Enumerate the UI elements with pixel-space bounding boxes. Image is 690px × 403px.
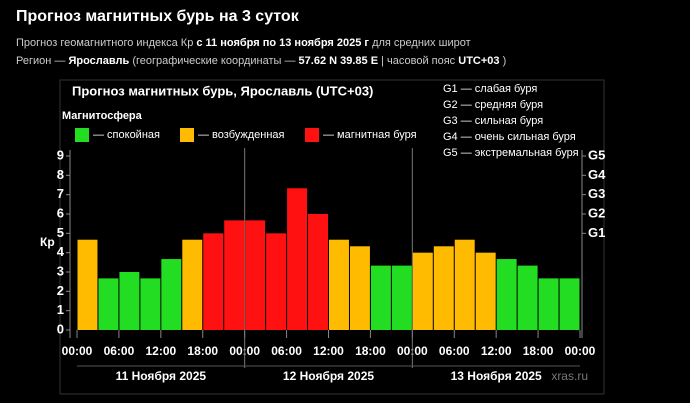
x-tick-label: 00:00 [62,344,93,358]
bar [349,246,370,330]
y2-tick-label: G3 [588,186,605,201]
text-fragment: 57.62 N 39.85 E [298,55,379,67]
y-tick-label: 1 [57,302,64,317]
y-tick-label: 3 [57,263,64,278]
y-tick-label: 8 [57,167,64,182]
bar [161,259,182,330]
text-fragment: для средних широт [372,37,471,49]
y-tick-label: 5 [57,225,64,240]
g-legend-item: G4 — очень сильная буря [443,131,576,143]
y2-tick-label: G4 [588,167,606,182]
text-fragment: Прогноз геомагнитного индекса Кр [16,37,194,49]
bar [266,233,287,330]
text-fragment: ) [502,55,507,67]
x-tick-label: 12:00 [481,344,512,358]
text-fragment: (географические координаты — [132,55,296,67]
bar [224,220,245,330]
x-tick-label: 06:00 [104,344,135,358]
x-tick-label: 12:00 [313,344,344,358]
chart-frame [59,79,605,395]
legend-label: — спокойная [93,129,160,141]
x-tick-label: 06:00 [439,344,470,358]
bar [538,278,559,330]
text-fragment: UTC+03 [458,55,500,67]
bar [329,239,349,330]
day-label: 11 Ноября 2025 [116,369,207,383]
bar [245,220,266,330]
y-axis-label: Кр [40,235,55,249]
bar [98,278,119,330]
bar [140,278,161,330]
x-tick-label: 18:00 [523,344,554,358]
x-tick-label: 18:00 [355,344,386,358]
x-tick-label: 12:00 [145,344,176,358]
bar [412,252,433,330]
text-fragment: Ярославль [68,55,130,67]
y2-tick-label: G2 [588,205,605,220]
bar [77,239,98,330]
bar [475,252,496,330]
subtitle: Прогноз геомагнитного индекса Кр с 11 но… [16,34,506,52]
legend-label: — магнитная буря [323,129,417,141]
legend-swatch [75,128,89,142]
bar [517,265,538,330]
text-fragment: Регион — [16,55,66,67]
bar [119,272,140,330]
bar [370,265,391,330]
y-tick-label: 9 [57,147,64,162]
y-tick-label: 7 [57,186,64,201]
bar [391,265,412,330]
text-fragment: | часовой пояс [381,55,456,67]
y-tick-label: 4 [57,244,65,259]
g-legend-item: G3 — сильная буря [443,115,543,127]
g-legend-item: G2 — средняя буря [443,99,543,111]
chart-title: Прогноз магнитных бурь, Ярославль (UTC+0… [72,83,373,98]
legend-title: Магнитосфера [62,110,143,122]
day-label: 13 Ноября 2025 [451,369,542,383]
y2-tick-label: G5 [588,147,605,162]
region-line: Регион — Ярославль (географические коорд… [16,52,506,70]
day-label: 12 Ноября 2025 [283,369,374,383]
bar [496,259,517,330]
y-tick-label: 0 [57,321,64,336]
x-tick-label: 18:00 [187,344,218,358]
bar [182,239,203,330]
legend-label: — возбужденная [198,129,285,141]
y2-tick-label: G1 [588,225,605,240]
y-tick-label: 2 [57,283,64,298]
g-legend-item: G5 — экстремальная буря [443,147,579,159]
legend-swatch [305,128,319,142]
bar [308,214,328,330]
bar [203,233,224,330]
x-tick-label: 00:00 [565,344,596,358]
bar [287,188,308,330]
text-fragment: с 11 ноября по 13 ноября 2025 г [196,37,370,49]
bar [433,246,454,330]
y-tick-label: 6 [57,205,64,220]
watermark: xras.ru [551,369,588,383]
legend-swatch [180,128,194,142]
header: Прогноз магнитных бурь на 3 суток Прогно… [16,8,506,70]
x-tick-label: 06:00 [271,344,302,358]
g-legend-item: G1 — слабая буря [443,83,537,95]
bar [559,278,580,330]
page-title: Прогноз магнитных бурь на 3 суток [16,8,299,25]
bar [454,239,475,330]
